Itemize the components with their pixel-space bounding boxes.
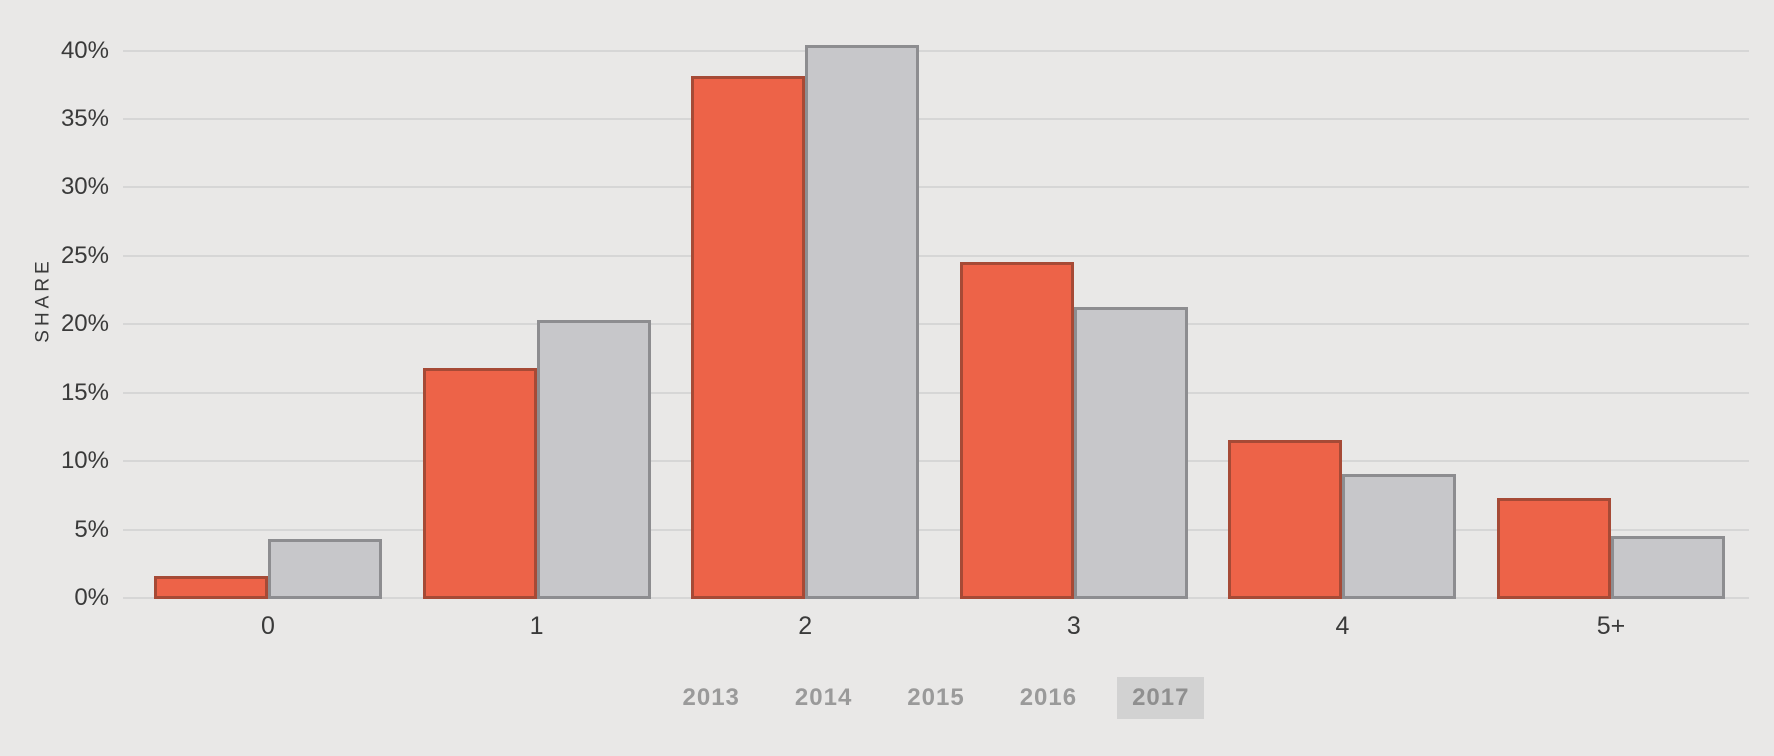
bar-orange-series-category-3 (959, 262, 1074, 599)
gridline-10% (123, 460, 1749, 463)
gridline-35% (123, 117, 1749, 120)
bar-gray-series-category-4 (1342, 474, 1457, 599)
x-axis-label-0: 0 (261, 612, 275, 640)
bar-gray-series-category-1 (536, 319, 651, 599)
y-tick-label: 0% (74, 584, 109, 611)
gridline-20% (123, 323, 1749, 326)
y-tick-label: 15% (60, 378, 109, 406)
year-button-2014[interactable]: 2014 (780, 677, 867, 719)
year-filter: 2013 2014 2015 2016 2017 (123, 677, 1749, 719)
year-button-2016[interactable]: 2016 (1005, 677, 1092, 719)
gridline-15% (123, 391, 1749, 394)
bar-orange-series-category-0 (154, 575, 268, 599)
y-tick-label: 35% (60, 104, 109, 132)
gridline-40% (123, 49, 1749, 52)
y-tick-label: 10% (60, 447, 109, 475)
bar-orange-series-category-2 (691, 76, 806, 599)
x-axis-label-5+: 5+ (1596, 612, 1626, 640)
year-button-2015[interactable]: 2015 (892, 677, 979, 719)
year-button-2013[interactable]: 2013 (668, 677, 755, 719)
y-axis-title-wrap: SHARE (14, 0, 74, 599)
bar-orange-series-category-4 (1228, 440, 1343, 599)
plot-area: 0% 5% 10% 15% 20% 25% 30% 35% 40% 0 1 2 3 4 5+ (61, 0, 1749, 640)
y-tick-label: 30% (60, 173, 109, 201)
gridline-0% (123, 597, 1749, 599)
bar-gray-series-category-5+ (1611, 536, 1725, 599)
x-axis-label-2: 2 (798, 612, 813, 640)
bar-gray-series-category-0 (268, 538, 382, 599)
y-tick-label: 5% (74, 515, 109, 543)
bar-orange-series-category-1 (422, 367, 537, 599)
y-tick-label: 20% (60, 310, 109, 338)
bar-orange-series-category-5+ (1497, 497, 1611, 599)
gridline-30% (123, 186, 1749, 189)
year-button-2017[interactable]: 2017 (1117, 677, 1205, 719)
bar-gray-series-category-2 (805, 44, 920, 599)
x-axis-label-1: 1 (529, 612, 544, 640)
y-tick-label: 25% (60, 241, 109, 269)
gridline-5% (123, 528, 1749, 531)
y-tick-label: 40% (60, 36, 109, 64)
x-axis-label-4: 4 (1335, 612, 1350, 640)
x-axis-label-3: 3 (1066, 612, 1081, 640)
gridline-25% (123, 254, 1749, 257)
bar-gray-series-category-3 (1073, 307, 1188, 599)
